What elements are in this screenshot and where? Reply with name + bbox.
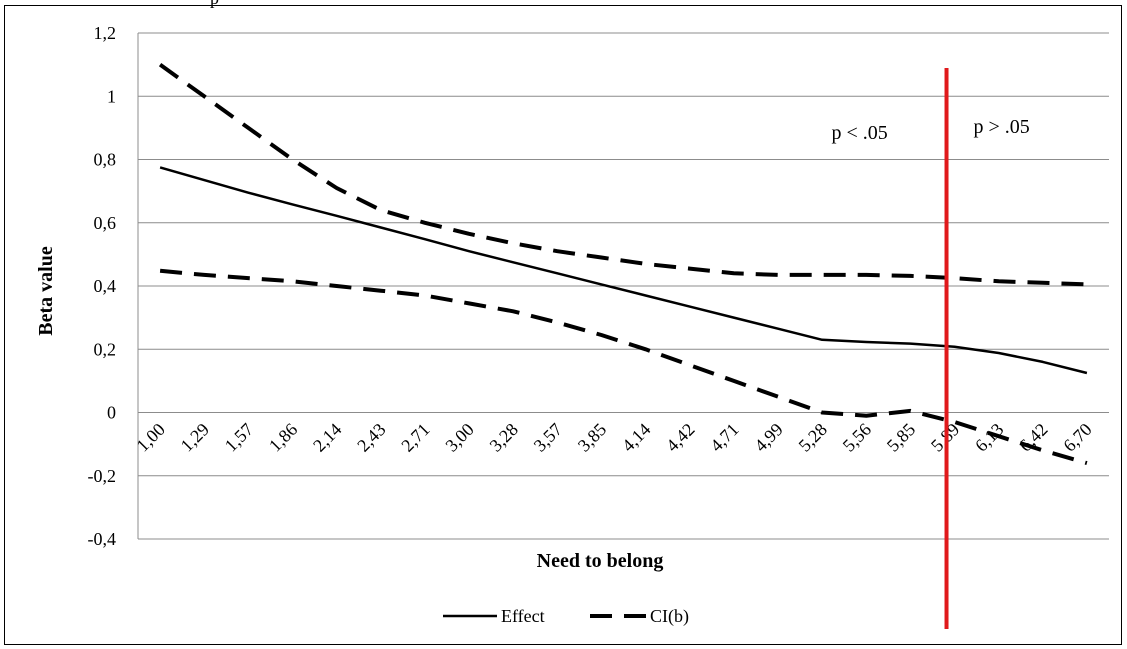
chart-frame: -0,4 -0,2 0 0,2 0,4 0,6 0,8 1 1,2 1,00 1,29 1,57 1,8… [4, 5, 1122, 645]
x-tick-label: 4,99 [750, 419, 786, 455]
x-tick-label: 6,70 [1059, 419, 1095, 455]
y-tick-label: 0,6 [94, 213, 117, 233]
y-tick-label: 0,4 [94, 276, 117, 296]
series-line-1 [158, 62, 1087, 287]
x-tick-label: 5,28 [795, 419, 831, 455]
annotation-significant: p < .05 [832, 122, 888, 144]
x-tick-label: 3,85 [574, 419, 610, 455]
clipped-title-fragment: p [210, 0, 219, 9]
y-tick-label: 1,2 [94, 23, 117, 43]
x-tick-label: 4,71 [706, 419, 742, 455]
x-tick-label: 1,86 [265, 419, 301, 455]
series-line-2 [159, 268, 1088, 466]
x-tick-label: 2,43 [353, 419, 389, 455]
y-axis-title: Beta value [35, 246, 57, 336]
y-tick-label: -0,2 [88, 466, 117, 486]
x-tick-label: 3,00 [441, 419, 477, 455]
y-tick-label: 0,8 [94, 150, 117, 170]
series-line-0 [159, 166, 1088, 375]
legend-label-ci: CI(b) [650, 606, 689, 627]
legend-label-effect: Effect [501, 606, 545, 626]
x-tick-label: 6,42 [1015, 419, 1051, 455]
x-tick-label: 1,57 [221, 419, 257, 455]
x-tick-label: 5,85 [883, 419, 919, 455]
x-tick-label: 1,29 [177, 419, 213, 455]
x-axis-title: Need to belong [537, 550, 664, 572]
x-tick-label: 5,56 [839, 419, 875, 455]
x-tick-label: 3,57 [530, 419, 566, 455]
x-tick-label: 4,14 [618, 419, 654, 455]
y-tick-label: 0,2 [94, 339, 117, 359]
x-tick-label: 2,14 [309, 419, 345, 455]
annotation-not-significant: p > .05 [974, 116, 1030, 138]
chart-svg: -0,4-0,200,20,40,60,811,21,00 1,29 1,57 1,8… [35, 23, 1109, 629]
y-tick-label: -0,4 [88, 529, 117, 549]
y-tick-label: 1 [107, 86, 116, 106]
y-tick-label: 0 [107, 403, 116, 423]
x-tick-label: 3,28 [486, 419, 522, 455]
x-tick-label: 2,71 [397, 419, 433, 455]
x-tick-label: 4,42 [662, 419, 698, 455]
